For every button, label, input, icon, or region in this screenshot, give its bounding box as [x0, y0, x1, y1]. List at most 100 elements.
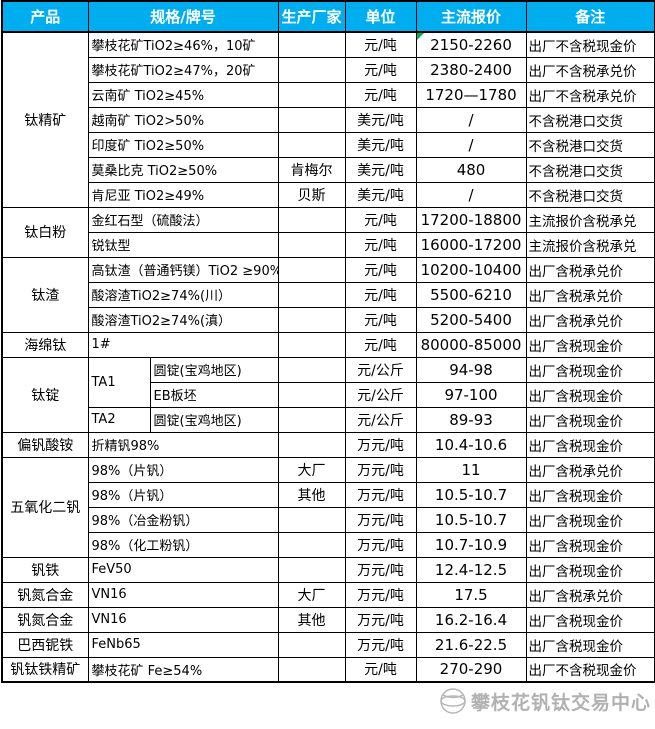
spec-cell: 高钛渣（普通钙镁）TiO2 ≥90%	[87, 256, 279, 283]
manufacturer-cell	[277, 506, 346, 533]
unit-cell: 元/吨	[344, 81, 417, 108]
spec-cell-text: VN16	[91, 587, 127, 602]
note-cell: 出厂含税现金价	[525, 631, 655, 658]
note-cell: 不含税港口交货	[525, 181, 655, 208]
manufacturer-cell	[277, 231, 346, 258]
price-cell-text: 2380-2400	[430, 60, 512, 79]
unit-cell-text: 元/公斤	[357, 412, 404, 429]
note-cell: 出厂含税承兑价	[525, 256, 655, 283]
note-cell: 出厂不含税承兑价	[525, 56, 655, 83]
product-cell-text: 五氧化二钒	[10, 500, 81, 516]
table-row: 98%（片钒） 其他 万元/吨 10.5-10.7 出厂含税现金价	[2, 481, 655, 508]
spec-cell: 酸溶渣TiO2≥74%(滇）	[87, 306, 279, 333]
spec-cell-text: FeNb65	[91, 637, 141, 652]
manufacturer-cell	[277, 131, 346, 158]
spec-cell-text: 98%（化工粉钒）	[91, 539, 199, 554]
unit-cell: 万元/吨	[344, 506, 417, 533]
product-cell: 五氧化二钒	[1, 456, 89, 558]
manufacturer-cell	[277, 556, 346, 583]
spec-cell-text: 攀枝花矿 Fe≥54%	[91, 663, 203, 679]
manufacturer-cell: 大厂	[277, 456, 346, 483]
price-cell: 89-93	[415, 406, 527, 433]
spec-grade-cell: TA1	[87, 356, 151, 408]
table-row: 五氧化二钒 98%（片钒） 大厂 万元/吨 11 出厂含税承兑价	[1, 456, 655, 558]
spec-grade-cell-text: TA1	[91, 374, 116, 390]
spec-cell-text: FeV50	[91, 562, 132, 577]
price-cell-text: 97-100	[444, 385, 498, 404]
note-cell: 出厂含税承兑价	[525, 306, 655, 333]
note-cell-text: 主流报价含税承兑	[528, 213, 637, 230]
price-cell-text: 10.5-10.7	[434, 485, 508, 504]
price-cell-text: 21.6-22.5	[434, 635, 508, 654]
product-cell-text: 钛精矿	[24, 112, 67, 129]
unit-cell: 元/吨	[344, 331, 417, 358]
manufacturer-cell-text: 大厂	[297, 462, 326, 479]
spec-cell: 1#	[87, 331, 279, 358]
spec-shape-cell: 圆锭(宝鸡地区)	[149, 356, 279, 383]
note-cell-text: 出厂含税现金价	[528, 613, 624, 630]
note-cell: 出厂含税现金价	[525, 531, 655, 558]
spec-cell: 98%（化工粉钒）	[87, 531, 279, 558]
table-row: 巴西铌铁 FeNb65 万元/吨 21.6-22.5 出厂含税现金价	[1, 631, 655, 658]
product-cell: 钒钛铁精矿	[1, 656, 89, 683]
unit-cell: 万元/吨	[344, 631, 417, 658]
spec-cell-text: 印度矿 TiO2≥50%	[91, 139, 205, 154]
manufacturer-cell: 其他	[277, 606, 346, 633]
table-row: 锐钛型 元/吨 16000-17200 主流报价含税承兑	[2, 231, 655, 258]
note-cell-text: 出厂含税承兑价	[528, 463, 624, 480]
unit-cell: 万元/吨	[344, 456, 417, 483]
unit-cell: 元/吨	[344, 231, 417, 258]
product-cell: 巴西铌铁	[1, 631, 89, 658]
product-cell: 钒氮合金	[1, 581, 89, 608]
manufacturer-cell	[277, 406, 346, 433]
manufacturer-cell	[277, 206, 346, 233]
unit-cell: 元/吨	[344, 306, 417, 333]
manufacturer-cell: 贝斯	[277, 181, 346, 208]
spec-cell: FeNb65	[87, 631, 279, 658]
price-cell: 10200-10400	[415, 256, 527, 283]
spec-cell: 越南矿 TiO2>50%	[87, 106, 279, 133]
product-cell-text: 海绵钛	[24, 337, 67, 354]
price-cell-text: 17200-18800	[420, 210, 522, 229]
unit-cell: 万元/吨	[344, 606, 417, 633]
note-cell: 出厂不含税现金价	[525, 31, 655, 58]
spec-cell-text: 高钛渣（普通钙镁）TiO2 ≥90%	[91, 264, 279, 279]
note-cell: 出厂含税现金价	[525, 606, 655, 633]
table-row: 莫桑比克 TiO2≥50% 肯梅尔 美元/吨 480 不含税港口交货	[2, 156, 655, 183]
note-cell-text: 出厂不含税承兑价	[528, 63, 637, 80]
price-cell: 97-100	[415, 381, 527, 408]
price-cell-text: 480	[456, 160, 486, 179]
unit-cell-text: 元/公斤	[357, 387, 404, 404]
note-cell-text: 不含税港口交货	[528, 113, 624, 130]
note-cell: 主流报价含税承兑	[525, 206, 655, 233]
table-row: 钒氮合金 VN16 其他 万元/吨 16.2-16.4 出厂含税现金价	[1, 606, 655, 633]
note-cell: 出厂不含税现金价	[525, 656, 655, 683]
product-cell: 钒氮合金	[1, 606, 89, 633]
spec-cell: 酸溶渣TiO2≥74%(川）	[87, 281, 279, 308]
manufacturer-cell	[277, 106, 346, 133]
note-cell: 出厂含税现金价	[525, 331, 655, 358]
table-row: 钛白粉 金红石型（硫酸法） 元/吨 17200-18800 主流报价含税承兑	[1, 206, 655, 258]
manufacturer-cell-text: 大厂	[297, 587, 326, 604]
price-cell-text: 16000-17200	[420, 235, 522, 254]
price-cell: 2380-2400	[415, 56, 527, 83]
price-cell-text: 1720—1780	[425, 85, 517, 104]
spec-cell: 攀枝花矿TiO2≥47%，20矿	[87, 56, 279, 83]
manufacturer-cell: 肯梅尔	[277, 156, 346, 183]
price-cell: 10.7-10.9	[415, 531, 527, 558]
spec-cell-text: 攀枝花矿TiO2≥46%，10矿	[91, 39, 256, 55]
unit-cell-text: 元/吨	[364, 662, 397, 679]
unit-cell: 美元/吨	[344, 106, 417, 133]
unit-cell-text: 万元/吨	[357, 612, 404, 629]
price-cell-text: 10.4-10.6	[434, 435, 508, 454]
price-cell: 17200-18800	[415, 206, 527, 233]
watermark-text: 攀枝花钒钛交易中心	[470, 691, 651, 714]
unit-cell-text: 美元/吨	[357, 137, 404, 154]
table-row: 海绵钛 1# 元/吨 80000-85000 出厂含税现金价	[1, 331, 655, 358]
note-cell: 出厂含税现金价	[525, 556, 655, 583]
price-cell-text: 270-290	[439, 660, 503, 679]
price-cell-text: 16.2-16.4	[434, 610, 508, 629]
note-cell: 出厂含税承兑价	[525, 281, 655, 308]
note-cell-text: 出厂含税现金价	[528, 563, 624, 580]
col-header-note: 备注	[525, 0, 655, 33]
